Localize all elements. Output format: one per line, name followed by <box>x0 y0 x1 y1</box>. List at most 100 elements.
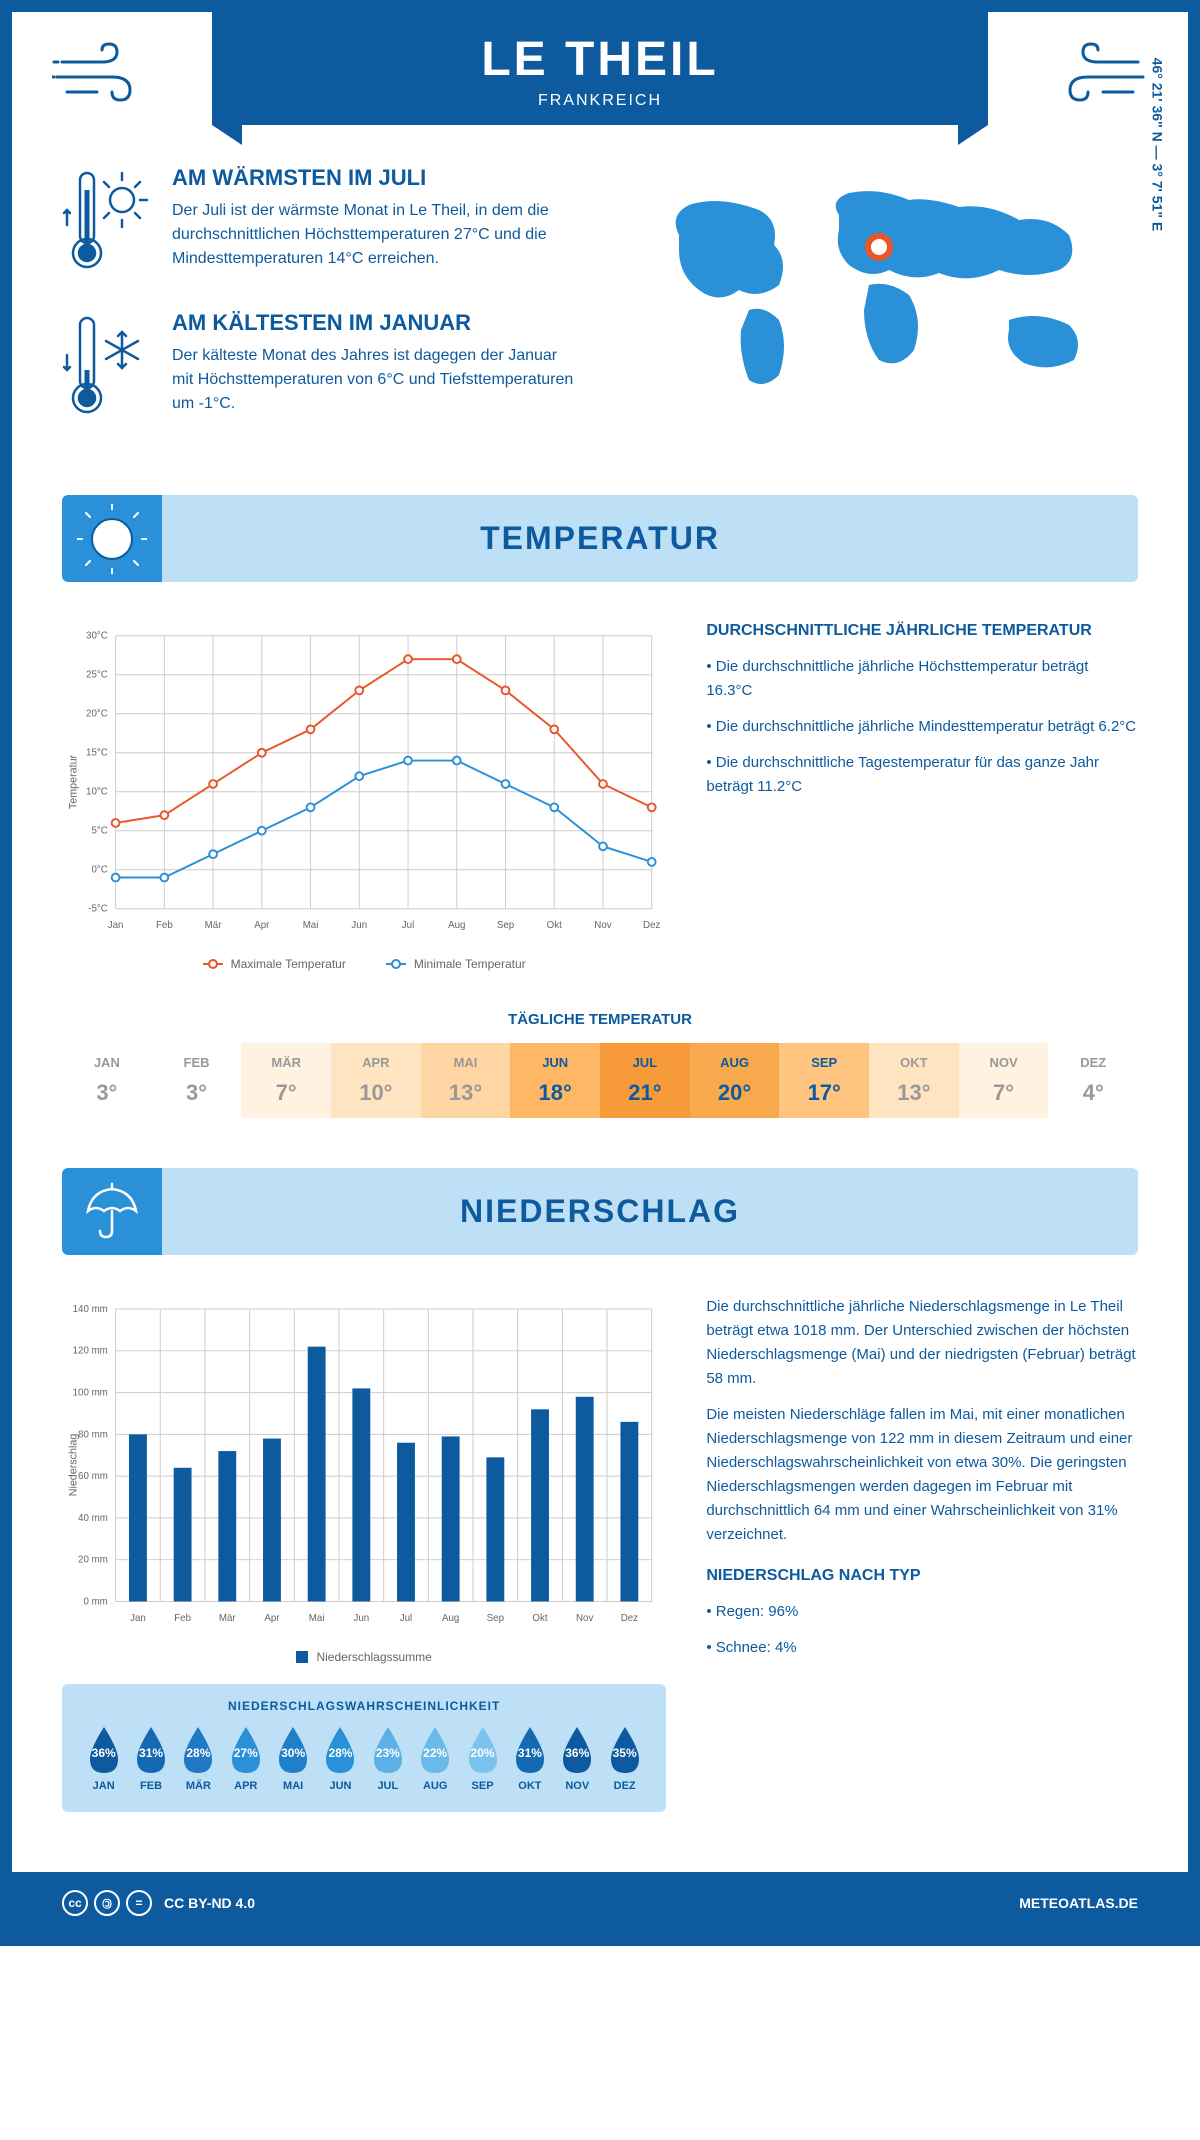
section-precipitation: NIEDERSCHLAG <box>62 1168 1138 1255</box>
precip-drop: 31%OKT <box>508 1725 551 1792</box>
fact-cold-title: AM KÄLTESTEN IM JANUAR <box>172 310 580 336</box>
section-title: NIEDERSCHLAG <box>62 1193 1138 1230</box>
umbrella-icon <box>62 1168 162 1255</box>
footer: cc 🄯 = CC BY-ND 4.0 METEOATLAS.DE <box>12 1872 1188 1934</box>
daily-temp-grid: JAN3°FEB3°MÄR7°APR10°MAI13°JUN18°JUL21°A… <box>62 1043 1138 1118</box>
precip-drop: 31%FEB <box>129 1725 172 1792</box>
world-map: 46° 21' 36" N — 3° 7' 51" E <box>620 165 1138 455</box>
temperature-summary: DURCHSCHNITTLICHE JÄHRLICHE TEMPERATUR •… <box>706 622 1138 971</box>
svg-text:0°C: 0°C <box>91 865 107 876</box>
svg-text:80 mm: 80 mm <box>78 1429 108 1440</box>
svg-text:Jun: Jun <box>351 920 367 931</box>
svg-text:40 mm: 40 mm <box>78 1513 108 1524</box>
svg-text:15°C: 15°C <box>86 748 108 759</box>
svg-text:100 mm: 100 mm <box>73 1388 108 1399</box>
temperature-line-chart: -5°C 0°C 5°C 10°C 15°C 20°C 25°C 30°C Jan Feb Mär A… <box>62 622 666 971</box>
precip-drop: 23%JUL <box>366 1725 409 1792</box>
legend-max: .legend-item:nth-child(1) .legend-marker… <box>203 957 346 971</box>
svg-text:Jan: Jan <box>130 1613 146 1624</box>
svg-text:20°C: 20°C <box>86 709 108 720</box>
svg-text:25°C: 25°C <box>86 670 108 681</box>
daily-temp-cell: MÄR7° <box>241 1043 331 1118</box>
fact-warmest: AM WÄRMSTEN IM JULI Der Juli ist der wär… <box>62 165 580 280</box>
precip-drop: 28%JUN <box>319 1725 362 1792</box>
site-name: METEOATLAS.DE <box>1019 1895 1138 1911</box>
wind-icon <box>1048 42 1148 117</box>
svg-text:140 mm: 140 mm <box>73 1304 108 1315</box>
svg-text:120 mm: 120 mm <box>73 1346 108 1357</box>
precip-drop: 36%JAN <box>82 1725 125 1792</box>
thermometer-hot-icon <box>62 165 152 280</box>
svg-text:Jun: Jun <box>353 1613 369 1624</box>
daily-temp-cell: OKT13° <box>869 1043 959 1118</box>
svg-text:Nov: Nov <box>594 920 611 931</box>
svg-text:Okt: Okt <box>547 920 562 931</box>
fact-warm-text: Der Juli ist der wärmste Monat in Le The… <box>172 199 580 271</box>
fact-cold-text: Der kälteste Monat des Jahres ist dagege… <box>172 344 580 416</box>
svg-text:Aug: Aug <box>448 920 465 931</box>
fact-warm-title: AM WÄRMSTEN IM JULI <box>172 165 580 191</box>
daily-temp-cell: JAN3° <box>62 1043 152 1118</box>
daily-temp-cell: MAI13° <box>421 1043 511 1118</box>
daily-temp-cell: JUN18° <box>510 1043 600 1118</box>
section-title: TEMPERATUR <box>62 520 1138 557</box>
page-subtitle: FRANKREICH <box>212 92 988 110</box>
svg-text:Mär: Mär <box>205 920 223 931</box>
svg-text:20 mm: 20 mm <box>78 1555 108 1566</box>
svg-text:Okt: Okt <box>532 1613 547 1624</box>
svg-text:Aug: Aug <box>442 1613 459 1624</box>
svg-text:Sep: Sep <box>497 920 514 931</box>
svg-text:30°C: 30°C <box>86 631 108 642</box>
precipitation-text: Die durchschnittliche jährliche Niedersc… <box>706 1295 1138 1812</box>
svg-text:Feb: Feb <box>174 1613 191 1624</box>
svg-text:Feb: Feb <box>156 920 173 931</box>
daily-temp-cell: NOV7° <box>959 1043 1049 1118</box>
svg-text:Sep: Sep <box>487 1613 504 1624</box>
precip-drop: 27%APR <box>224 1725 267 1792</box>
precip-probability: NIEDERSCHLAGSWAHRSCHEINLICHKEIT 36%JAN31… <box>62 1684 666 1812</box>
daily-temp-cell: DEZ4° <box>1048 1043 1138 1118</box>
daily-temp-cell: FEB3° <box>152 1043 242 1118</box>
daily-temp-cell: SEP17° <box>779 1043 869 1118</box>
svg-text:Jul: Jul <box>402 920 414 931</box>
precip-drop: 30%MAI <box>271 1725 314 1792</box>
precip-drop: 35%DEZ <box>603 1725 646 1792</box>
svg-text:Temperatur: Temperatur <box>68 754 80 809</box>
coordinates: 46° 21' 36" N — 3° 7' 51" E <box>1150 58 1166 232</box>
thermometer-cold-icon <box>62 310 152 425</box>
wind-icon <box>52 42 152 117</box>
page: LE THEIL FRANKREICH AM WÄRMSTEN IM JULI … <box>0 0 1200 1946</box>
precip-drop: 20%SEP <box>461 1725 504 1792</box>
header-banner: LE THEIL FRANKREICH <box>212 12 988 125</box>
svg-text:Apr: Apr <box>264 1613 280 1624</box>
legend-precip: Niederschlagssumme <box>296 1650 431 1664</box>
daily-temp-cell: AUG20° <box>690 1043 780 1118</box>
svg-text:-5°C: -5°C <box>88 904 108 915</box>
precipitation-bar-chart: 0 mm20 mm40 mm60 mm80 mm100 mm120 mm140 … <box>62 1295 666 1812</box>
precip-drop: 22%AUG <box>414 1725 457 1792</box>
section-temperature: TEMPERATUR <box>62 495 1138 582</box>
fact-coldest: AM KÄLTESTEN IM JANUAR Der kälteste Mona… <box>62 310 580 425</box>
svg-text:5°C: 5°C <box>91 826 107 837</box>
svg-text:Mär: Mär <box>219 1613 237 1624</box>
svg-text:Dez: Dez <box>643 920 660 931</box>
svg-text:10°C: 10°C <box>86 787 108 798</box>
svg-text:Nov: Nov <box>576 1613 593 1624</box>
daily-temp-cell: APR10° <box>331 1043 421 1118</box>
svg-text:Jan: Jan <box>108 920 124 931</box>
legend-min: .legend-item:nth-child(2) .legend-marker… <box>386 957 526 971</box>
svg-text:Mai: Mai <box>309 1613 325 1624</box>
precip-drop: 36%NOV <box>556 1725 599 1792</box>
svg-text:Niederschlag: Niederschlag <box>68 1434 80 1497</box>
sun-icon <box>62 495 162 582</box>
svg-text:Apr: Apr <box>254 920 270 931</box>
svg-text:Jul: Jul <box>400 1613 412 1624</box>
svg-text:0 mm: 0 mm <box>83 1596 107 1607</box>
license-text: CC BY-ND 4.0 <box>164 1895 255 1911</box>
svg-text:Dez: Dez <box>621 1613 638 1624</box>
daily-temp-cell: JUL21° <box>600 1043 690 1118</box>
precip-drop: 28%MÄR <box>177 1725 220 1792</box>
daily-temp-title: TÄGLICHE TEMPERATUR <box>62 1011 1138 1028</box>
page-title: LE THEIL <box>212 32 988 87</box>
svg-text:Mai: Mai <box>303 920 319 931</box>
